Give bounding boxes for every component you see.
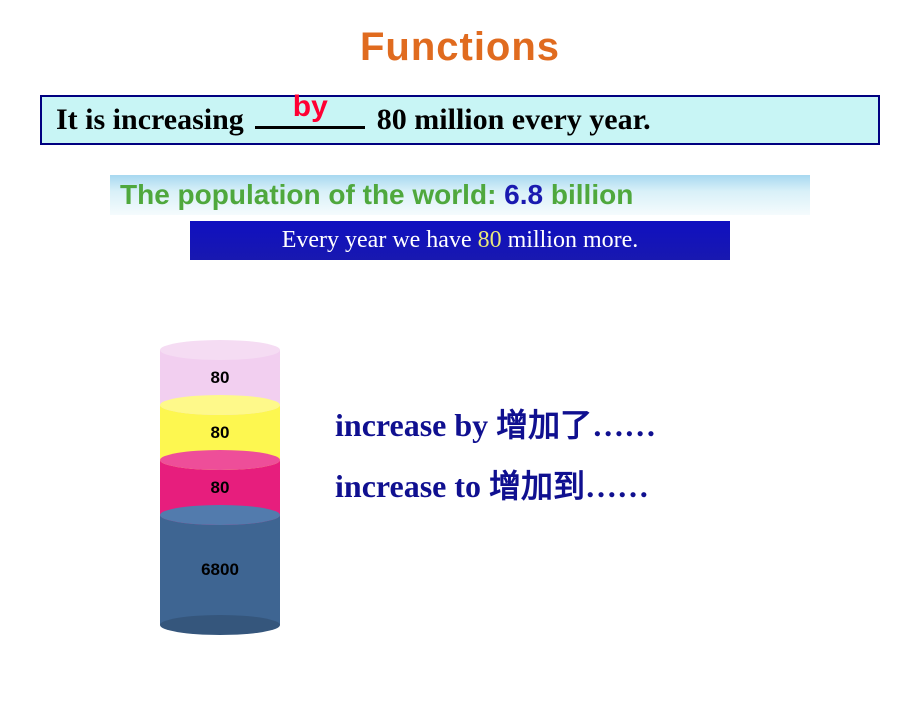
cylinder-segment: 6800 — [160, 515, 280, 625]
fill-blank-sentence: It is increasing by 80 million every yea… — [40, 95, 880, 145]
population-bar: The population of the world: 6.8 billion — [110, 175, 810, 215]
every-year-suffix: million more. — [502, 227, 639, 253]
page-title: Functions — [0, 25, 920, 70]
vocab-line-2: increase to 增加到…… — [335, 456, 656, 517]
stacked-cylinder-chart: 80 80 80 6800 — [160, 350, 280, 625]
every-year-bar: Every year we have 80 million more. — [190, 221, 730, 260]
sentence-before: It is increasing — [56, 103, 251, 136]
every-year-prefix: Every year we have — [282, 227, 478, 253]
population-label-after: billion — [551, 179, 633, 210]
blank-underline: by — [255, 126, 365, 129]
sentence-after: 80 million every year. — [369, 103, 650, 136]
cylinder-segment-label: 80 — [160, 423, 280, 443]
cylinder-segment-label: 80 — [160, 478, 280, 498]
population-number: 6.8 — [504, 179, 543, 210]
every-year-number: 80 — [478, 227, 502, 253]
vocabulary-block: increase by 增加了…… increase to 增加到…… — [335, 395, 656, 517]
cylinder-segment-label: 6800 — [160, 560, 280, 580]
vocab-line-1: increase by 增加了…… — [335, 395, 656, 456]
cylinder-segment-label: 80 — [160, 368, 280, 388]
population-label-before: The population of the world: — [120, 179, 496, 210]
blank-answer: by — [255, 90, 365, 124]
